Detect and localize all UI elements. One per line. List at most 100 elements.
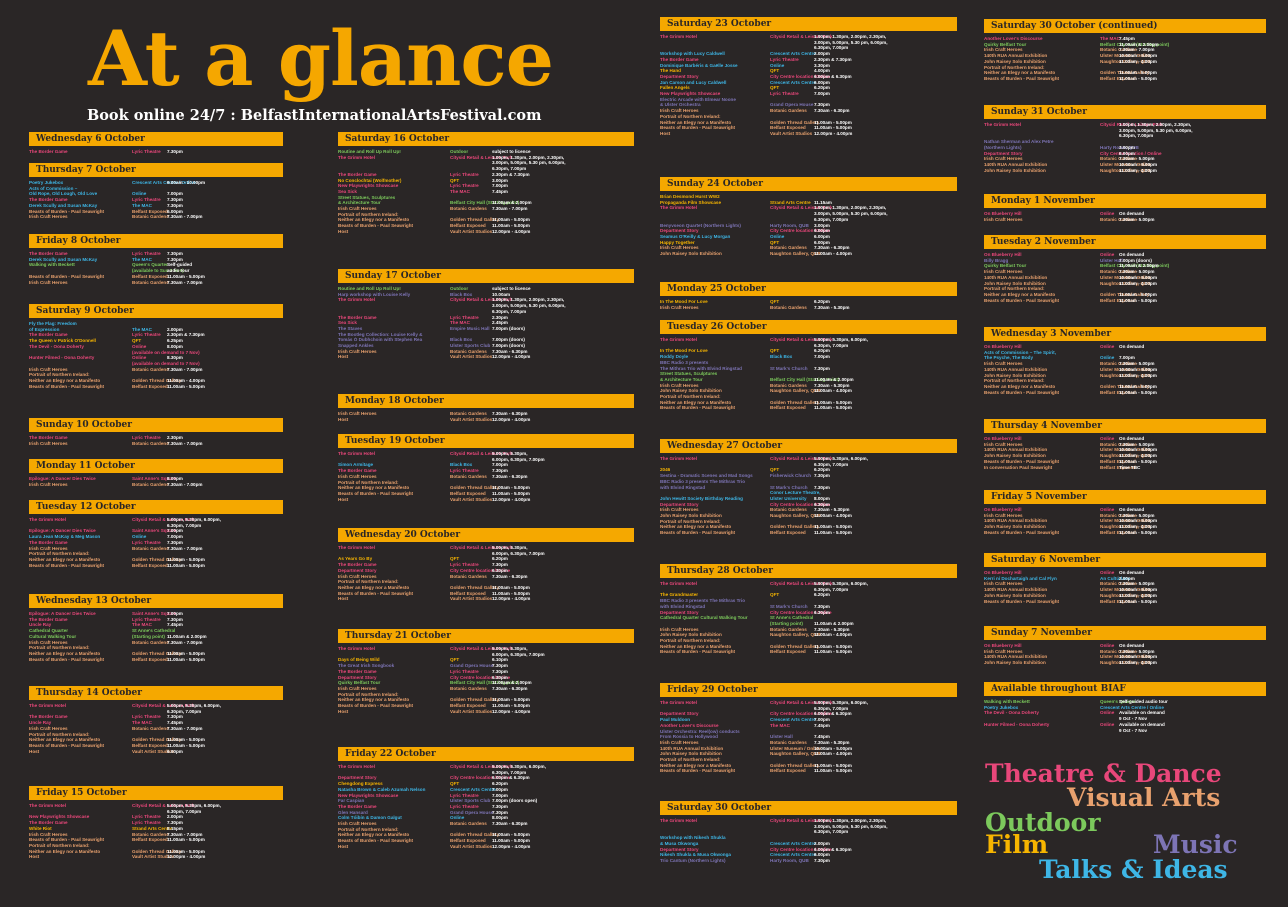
event-time: 11.00am - 4.00pm <box>1119 58 1157 64</box>
day-header: Friday 8 October <box>29 234 283 248</box>
event-time: 8.00pm <box>814 495 830 501</box>
event-title: Host <box>338 596 349 602</box>
event-venue: QFT <box>450 177 460 183</box>
event-time: 7.30pm <box>167 149 183 154</box>
event-venue: Lyric Theatre <box>132 149 161 154</box>
event-time: 11.00am - 5.00pm <box>492 590 530 596</box>
event-venue: Belfast Exposed <box>450 490 486 496</box>
event-venue: Belfast Exposed <box>132 273 168 279</box>
event-venue: Botanic Gardens <box>450 473 487 479</box>
event-title: Host <box>338 843 349 849</box>
event-venue: Citysid Retail & Leisure Park <box>770 34 833 39</box>
event-venue: Naughton Gallery, QUB <box>1100 58 1151 64</box>
event-time: 6.30pm <box>814 501 830 507</box>
day-header: Tuesday 26 October <box>660 320 957 334</box>
event-title: The Border Game <box>660 56 699 62</box>
event-title: The Grimm Hotel <box>660 205 698 211</box>
event-title: Beasts of Burden - Paul Seawright <box>660 125 736 131</box>
event-time: 11.00am - 5.00pm <box>1119 297 1157 303</box>
event-time: 7.30am - 6.30pm <box>814 108 850 114</box>
event-time: 11.00am - 5.00pm <box>167 650 205 656</box>
event-title: Host <box>338 228 349 234</box>
event-time: 7.30am - 7.00pm <box>167 481 203 487</box>
event-venue: Lyric Theatre <box>132 820 161 826</box>
event-title: The Grimm Hotel <box>338 545 376 550</box>
event-venue: Golden Thread Gallery <box>132 650 182 656</box>
event-venue: Naughton Gallery, QUB <box>1100 167 1151 173</box>
event-title: The Border Game <box>29 251 68 256</box>
event-title: Department Story <box>984 150 1023 156</box>
event-time: 6.30pm, 7.00pm <box>167 808 202 814</box>
event-title: New Playwrights Showcase <box>660 91 721 96</box>
event-time: 7.30pm <box>167 251 183 256</box>
event-time: 10.00am - 5.00pm <box>1119 274 1158 280</box>
event-title: Beasts of Burden - Paul Seawright <box>660 768 736 774</box>
event-title: The Bootleg Collection: Louise Kelly & <box>338 331 423 337</box>
event-title: The Grimm Hotel <box>660 456 698 461</box>
event-venue: Online <box>1100 643 1115 648</box>
event-title: Host <box>660 130 671 136</box>
event-title: Kerri ní Dochartaigh and Cal Flyn <box>984 575 1057 581</box>
day-header: Sunday 17 October <box>338 269 634 283</box>
event-venue: Naughton Gallery, QUB <box>1100 280 1151 286</box>
event-venue: Lyric Theatre <box>132 332 161 338</box>
event-title: Irish Craft Heroes <box>660 626 699 632</box>
event-venue: Citysid Retail & Leisure Park <box>770 818 833 823</box>
event-title: Portrait of Northern Ireland: <box>29 551 90 557</box>
event-time: 6.00pm <box>814 852 830 858</box>
event-title: Neither an Elegy nor a Manifesto <box>660 399 732 405</box>
day-header: Monday 18 October <box>338 394 634 408</box>
event-title: The Border Game <box>338 468 377 474</box>
event-venue: Botanic Gardens <box>450 206 487 211</box>
event-time: 12.00pm - 4.00pm <box>492 496 531 502</box>
event-time: 11.00am - 5.00pm <box>1119 598 1157 604</box>
event-title: Beasts of Burden - Paul Seawright <box>984 297 1060 303</box>
event-time: 11.00am - 4.00pm <box>814 751 852 757</box>
event-title: BBC Radio 3 presents The Mithras Trio <box>660 478 745 484</box>
event-time: 11.00am - 5.00pm <box>167 562 205 568</box>
event-venue: Botanic Gardens <box>770 626 807 632</box>
event-title: Portrait of Northern Ireland: <box>984 378 1045 384</box>
event-time: 6.20pm <box>814 85 830 91</box>
event-time: 12.00pm - 4.00pm <box>492 416 531 422</box>
event-time: 11.00am - 5.00pm <box>814 530 852 536</box>
event-venue: Belfast Exposed <box>1100 464 1136 470</box>
event-title: Uncle Ray <box>29 720 52 726</box>
event-time: 7.30am - 7.00pm <box>167 831 203 837</box>
event-time: 5.00pm, 5.30pm, 6.00pm, <box>814 581 868 586</box>
event-title: Portrait of Northern Ireland: <box>29 842 90 848</box>
event-time: 6.30pm, 7.00pm <box>814 461 849 467</box>
event-title: Portrait of Northern Ireland: <box>660 113 721 119</box>
event-time: 11.00am - 5.00pm <box>814 768 852 774</box>
event-time: 7.45pm <box>167 720 183 726</box>
event-title: Propaganda Film Showcase <box>660 199 722 205</box>
event-title: Irish Craft Heroes <box>29 545 68 551</box>
event-venue: Online <box>1100 344 1115 349</box>
event-title: Irish Craft Heroes <box>338 348 377 354</box>
event-venue: (Starting point) <box>770 620 803 626</box>
event-venue: Online <box>770 233 785 239</box>
event-title: Acts of Commission – <box>29 185 78 191</box>
event-time: 7.30am - 5.00pm <box>1119 156 1155 162</box>
event-venue: Online <box>1100 436 1115 441</box>
event-venue: Golden Thread Gallery <box>1100 291 1150 297</box>
event-title: The Grimm Hotel <box>660 34 698 39</box>
event-time: 11.00am - 4.00pm <box>1119 453 1157 459</box>
event-title: 140th RUA Annual Exhibition <box>984 366 1048 372</box>
event-time: 11.15am <box>814 199 832 205</box>
event-time: 2.00pm <box>1119 575 1135 581</box>
event-venue: Naughton Gallery, QUB <box>770 632 821 638</box>
event-time: 7.30am - 5.30pm <box>814 304 850 310</box>
event-title: The Border Game <box>29 332 68 338</box>
event-time: On demand <box>1119 211 1145 216</box>
event-title: Irish Craft Heroes <box>29 481 68 487</box>
event-time: 7.00pm <box>492 786 508 792</box>
event-time: 7.00pm <box>167 528 183 534</box>
event-time: 11.00am - 5.00pm <box>814 643 852 649</box>
event-title: Walking with Beckett <box>29 262 75 268</box>
event-time: 7.30am - 7.00pm <box>167 545 203 551</box>
event-title: Department Story <box>338 674 377 680</box>
event-time: 12.00pm - 4.00pm <box>167 854 206 860</box>
event-time: 7.00pm <box>492 183 508 189</box>
event-venue: Belfast Exposed <box>1100 389 1136 395</box>
